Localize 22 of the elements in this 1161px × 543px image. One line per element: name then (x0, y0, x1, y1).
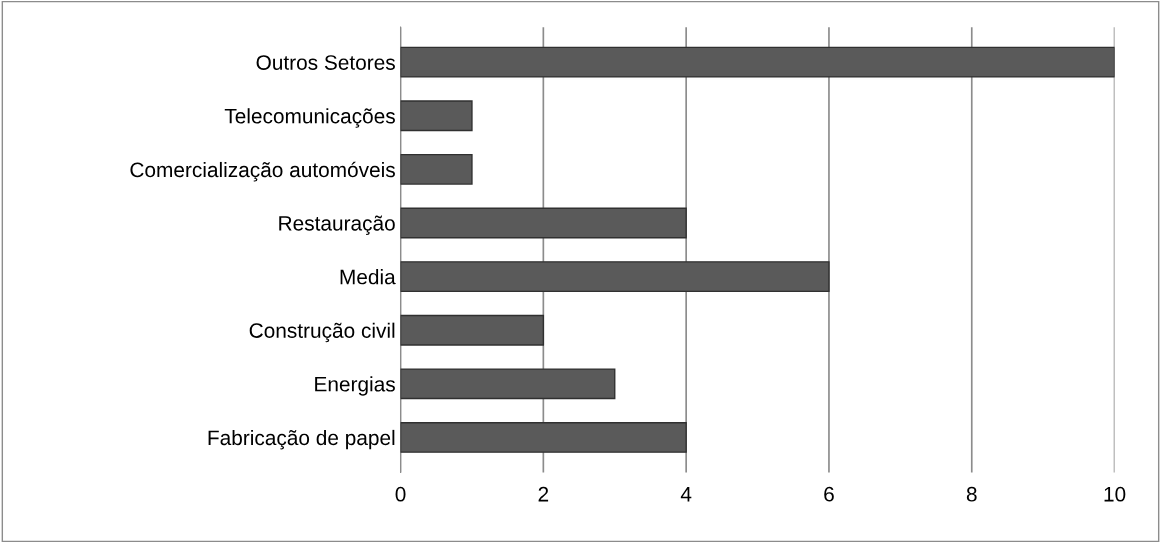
y-tick-label: Fabricação de papel (208, 429, 395, 450)
y-tick-label: Telecomunicações (224, 108, 395, 128)
bar (400, 261, 830, 293)
bar (400, 314, 545, 346)
y-tick-label: Comercialização automóveis (130, 161, 395, 182)
y-tick-label: Construção civil (249, 322, 395, 343)
x-tick-label: 4 (680, 487, 692, 502)
bar (400, 153, 473, 185)
bar (400, 421, 687, 453)
bar (400, 368, 616, 400)
bar (400, 46, 1115, 78)
x-tick-label: 2 (538, 486, 549, 502)
bar (400, 100, 473, 132)
x-tick-label: 0 (395, 486, 406, 502)
y-tick-label: Energias (315, 376, 395, 396)
x-tick-label: 6 (824, 486, 834, 502)
y-tick-label: Outros Setores (256, 55, 395, 70)
x-tick-label: 10 (1104, 486, 1126, 502)
bar (400, 207, 687, 239)
x-tick-label: 8 (966, 486, 977, 502)
y-tick-label: Restauração (279, 215, 395, 235)
y-tick-label: Media (340, 269, 396, 285)
